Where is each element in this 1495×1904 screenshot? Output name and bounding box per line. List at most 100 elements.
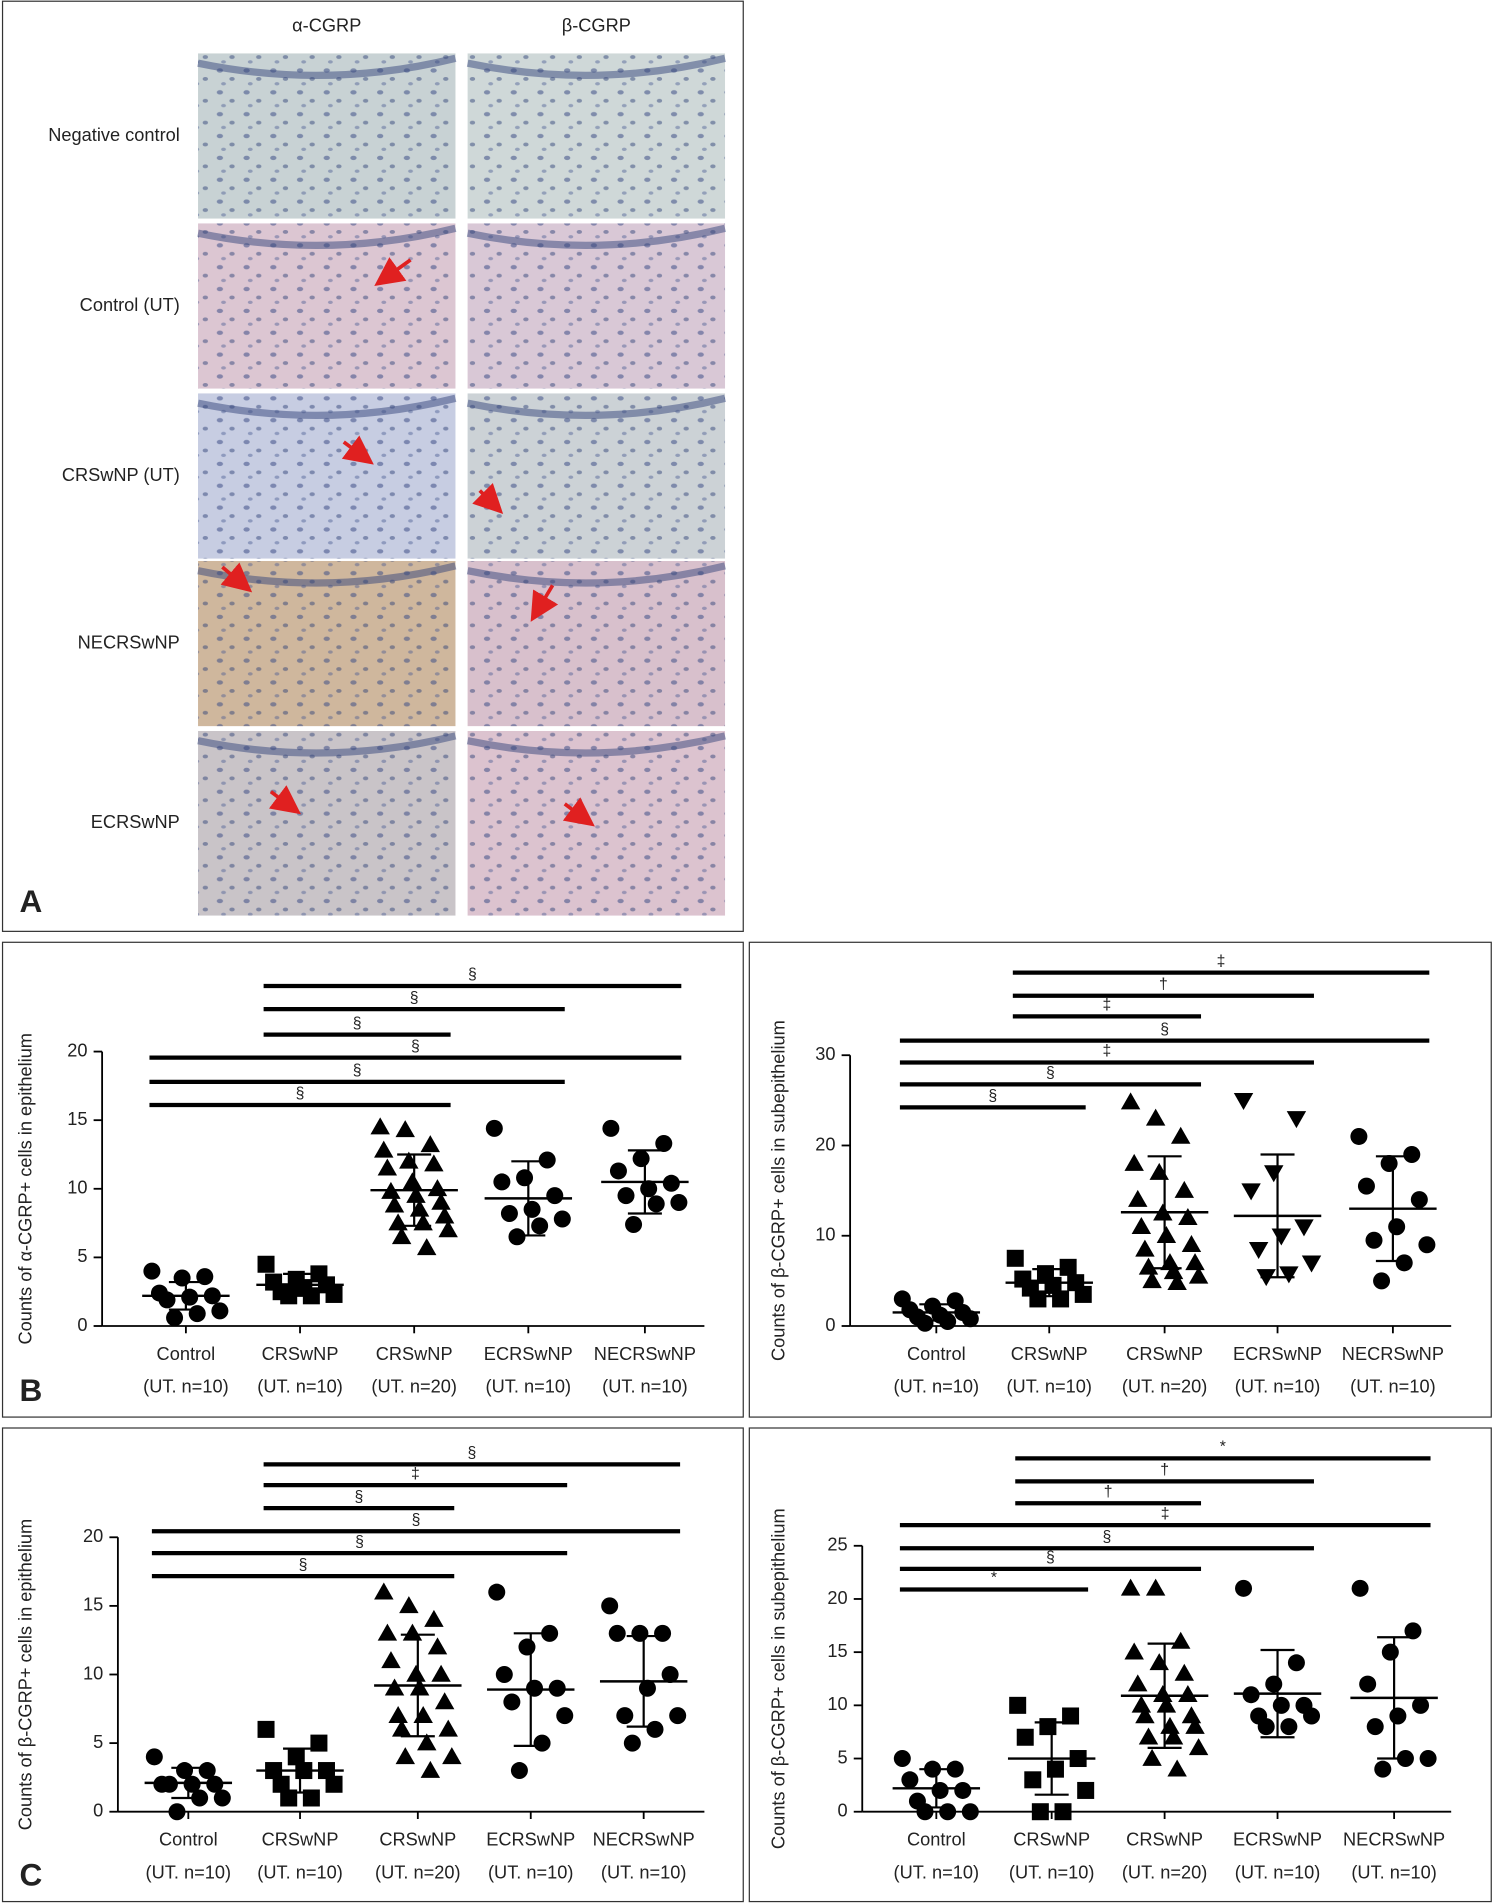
data-point: [388, 1705, 408, 1723]
data-point: [145, 1748, 163, 1766]
row-label: NECRSwNP: [78, 632, 180, 652]
data-point: [1135, 1706, 1155, 1724]
data-point: [431, 1664, 451, 1682]
data-point: [384, 1195, 405, 1213]
data-point: [916, 1314, 934, 1332]
data-point: [1301, 1255, 1322, 1273]
x-tick-sublabel: (UT. n=20): [371, 1377, 457, 1397]
significance-label: ‡: [1161, 1505, 1170, 1522]
data-point: [1271, 1228, 1292, 1246]
data-point: [623, 1734, 641, 1752]
significance-label: †: [1159, 976, 1168, 993]
data-point: [420, 1135, 440, 1153]
x-tick-label: Control: [907, 1830, 966, 1850]
data-point: [631, 1624, 649, 1642]
x-tick-sublabel: (UT. n=10): [1009, 1862, 1095, 1882]
chart-frame: [1, 1427, 744, 1903]
data-point: [1287, 1654, 1305, 1672]
significance-label: §: [296, 1085, 305, 1102]
data-point: [413, 1705, 433, 1723]
x-tick-label: CRSwNP: [376, 1344, 453, 1364]
data-point: [384, 1678, 405, 1696]
data-point: [1160, 1716, 1180, 1734]
y-tick-label: 20: [815, 1134, 835, 1154]
data-point: [370, 1117, 390, 1135]
x-tick-sublabel: (UT. n=10): [488, 1862, 574, 1882]
data-point: [166, 1309, 184, 1327]
x-tick-label: Control: [157, 1344, 216, 1364]
x-tick-label: CRSwNP: [1013, 1830, 1090, 1850]
x-tick-label: NECRSwNP: [1343, 1830, 1445, 1850]
data-point: [1280, 1718, 1298, 1736]
x-tick-sublabel: (UT. n=10): [146, 1862, 232, 1882]
data-point: [1257, 1718, 1275, 1736]
data-point: [609, 1162, 627, 1180]
y-tick-label: 0: [93, 1801, 103, 1821]
micrograph-texture: [198, 731, 456, 916]
significance-label: §: [1046, 1549, 1055, 1566]
data-point: [1381, 1643, 1399, 1661]
data-point: [211, 1302, 229, 1320]
data-point: [1153, 1684, 1173, 1702]
data-point: [325, 1775, 343, 1793]
y-tick-label: 15: [83, 1595, 103, 1615]
marker-arrow: [341, 435, 374, 465]
y-axis-label: Counts of β-CGRP+ cells in subepithelium: [768, 1020, 788, 1361]
data-point: [181, 1288, 199, 1306]
data-point: [1138, 1727, 1159, 1745]
data-point: [893, 1750, 911, 1768]
x-tick-sublabel: (UT. n=10): [894, 1862, 980, 1882]
data-point: [1149, 1653, 1169, 1671]
data-point: [1039, 1718, 1057, 1736]
significance-label: §: [1103, 1528, 1112, 1545]
data-point: [409, 1678, 430, 1696]
data-point: [602, 1119, 620, 1137]
data-point: [1124, 1153, 1144, 1171]
significance-label: §: [355, 1488, 364, 1505]
data-point: [1357, 1177, 1375, 1195]
data-point: [1181, 1235, 1202, 1253]
data-point: [1359, 1675, 1377, 1693]
data-point: [1074, 1285, 1092, 1303]
chart-frame: [1, 941, 744, 1418]
marker-arrow: [562, 797, 595, 827]
data-point: [616, 1707, 634, 1725]
x-tick-sublabel: (UT. n=10): [1350, 1377, 1436, 1397]
data-point: [434, 1692, 455, 1710]
data-point: [1294, 1219, 1314, 1237]
data-point: [961, 1310, 979, 1328]
data-point: [1233, 1093, 1254, 1111]
epithelium: [197, 224, 457, 250]
significance-label: *: [1220, 1439, 1226, 1456]
data-point: [417, 1733, 437, 1751]
data-point: [374, 1582, 394, 1600]
y-tick-label: 10: [815, 1225, 835, 1245]
data-point: [1351, 1579, 1369, 1597]
data-point: [654, 1624, 672, 1642]
epithelium: [197, 732, 457, 757]
data-point: [391, 1227, 412, 1245]
data-point: [916, 1803, 934, 1821]
significance-label: ‡: [1217, 953, 1226, 970]
y-tick-label: 15: [67, 1109, 87, 1129]
data-point: [377, 1623, 398, 1641]
x-tick-label: NECRSwNP: [594, 1344, 696, 1364]
data-point: [188, 1305, 206, 1323]
data-point: [1174, 1663, 1195, 1681]
data-point: [1046, 1760, 1064, 1778]
data-point: [655, 1135, 673, 1153]
data-point: [1188, 1266, 1209, 1284]
data-point: [1403, 1146, 1421, 1164]
data-point: [213, 1789, 231, 1807]
data-point: [1156, 1695, 1177, 1713]
data-point: [402, 1623, 423, 1641]
x-tick-label: CRSwNP: [1126, 1830, 1203, 1850]
data-point: [1286, 1111, 1307, 1129]
significance-label: §: [355, 1533, 364, 1550]
data-point: [1181, 1706, 1202, 1724]
x-tick-sublabel: (UT. n=10): [894, 1377, 980, 1397]
data-point: [1188, 1738, 1209, 1756]
data-point: [434, 1206, 455, 1224]
data-point: [1163, 1727, 1184, 1745]
